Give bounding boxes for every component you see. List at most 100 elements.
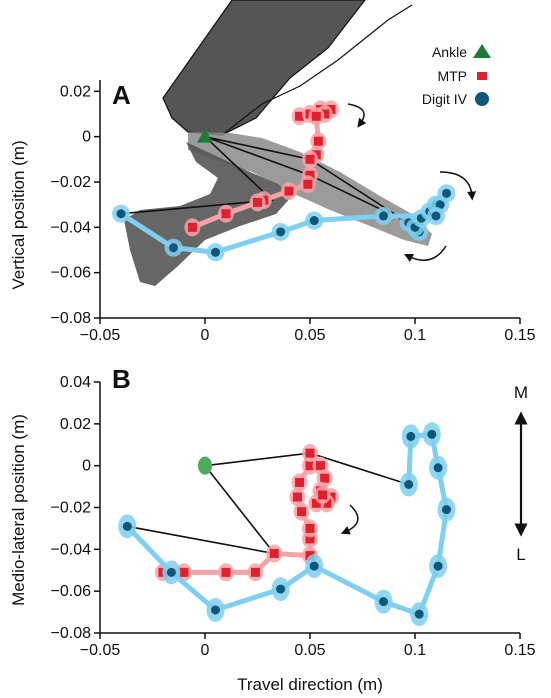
y-tick-label-a-3: −0.04: [51, 219, 92, 236]
point-mtp-b-2: [221, 567, 231, 577]
y-tick-label-b-6: −0.08: [51, 625, 92, 642]
foot-outline: [221, 4, 413, 136]
panel-b: −0.05 0 0.05 0.1 0.15 0.04 0.02 0 −0.02 −0.04 −0.0…: [9, 364, 536, 694]
point-digit-iv-b-3: [276, 584, 286, 594]
y-tick-label-a-1: 0: [82, 129, 91, 146]
point-digit-iv-b-12: [404, 479, 414, 489]
legend-label-digit: Digit IV: [422, 91, 468, 107]
axes-a: −0.05 0 0.05 0.1 0.15 0.02 0 −0.02 −0.04 −0.06 −0.…: [51, 80, 536, 344]
point-digit-iv-b-7: [433, 561, 443, 571]
direction-label-lateral: L: [516, 545, 525, 564]
point-mtp-a-13: [253, 197, 262, 207]
point-digit-iv-b-10: [427, 429, 437, 439]
stick-line-a-0: [120, 136, 275, 215]
point-digit-iv-a-11: [276, 227, 286, 237]
legend: Ankle MTP Digit IV: [422, 44, 491, 107]
x-tick-label-a-2: 0.05: [294, 327, 325, 344]
y-tick-label-b-2: 0: [82, 458, 91, 475]
y-tick-label-a-4: −0.06: [51, 265, 92, 282]
legend-ankle-marker: [473, 44, 491, 58]
point-digit-iv-b-6: [414, 609, 424, 619]
direction-label-medial: M: [514, 383, 528, 402]
point-mtp-b-19: [318, 490, 328, 500]
panel-a: −0.05 0 0.05 0.1 0.15 0.02 0 −0.02 −0.04 −0.06 −0.…: [9, 0, 536, 344]
point-digit-iv-b-4: [309, 561, 319, 571]
point-ankle-a-0: [197, 128, 213, 143]
point-mtp-a-10: [303, 179, 313, 189]
point-mtp-b-13: [316, 461, 325, 471]
point-mtp-b-6: [305, 534, 315, 544]
panel-label-a: A: [112, 80, 131, 110]
y-tick-label-a-2: −0.02: [51, 174, 92, 191]
rotation-arrow-digit-top: [439, 171, 477, 201]
point-mtp-b-9: [292, 492, 302, 502]
point-mtp-b-1: [179, 567, 189, 577]
foot-silhouette: [162, 0, 366, 136]
point-digit-iv-b-0: [122, 521, 132, 531]
y-axis-label-b: Medio-lateral position (m): [9, 414, 28, 606]
rotation-arrow-digit-bottom: [403, 245, 447, 263]
legend-mtp-marker: [477, 72, 487, 80]
point-mtp-a-8: [305, 154, 315, 164]
y-tick-label-a-5: −0.08: [51, 310, 92, 327]
point-mtp-b-7: [305, 523, 315, 533]
panel-label-b: B: [112, 364, 131, 394]
point-digit-iv-b-9: [433, 463, 443, 473]
point-mtp-b-11: [305, 461, 315, 471]
point-ankle-b-0: [198, 456, 212, 475]
point-mtp-b-14: [320, 473, 330, 483]
point-mtp-b-4: [269, 549, 279, 559]
point-mtp-a-4: [320, 109, 330, 119]
point-mtp-a-9: [305, 170, 315, 180]
point-mtp-a-6: [313, 136, 323, 146]
point-mtp-a-15: [187, 222, 197, 232]
x-tick-label-a-3: 0.1: [404, 327, 426, 344]
y-tick-label-b-4: −0.04: [51, 541, 92, 558]
x-tick-label-b-4: 0.15: [504, 642, 535, 659]
point-digit-iv-a-12: [211, 247, 220, 257]
point-mtp-b-12: [305, 448, 315, 458]
point-digit-iv-b-5: [379, 597, 388, 607]
legend-digit-marker: [475, 92, 489, 106]
rotation-arrow-mtp-b: [340, 504, 359, 535]
point-mtp-b-18: [311, 498, 321, 508]
point-digit-iv-a-10: [309, 216, 319, 226]
point-digit-iv-a-6: [435, 200, 445, 210]
x-axis-label: Travel direction (m): [237, 675, 383, 694]
plot-area-a: [112, 100, 456, 262]
legend-label-ankle: Ankle: [432, 44, 467, 60]
x-tick-label-b-1: 0: [201, 642, 210, 659]
point-mtp-a-5: [311, 111, 321, 121]
x-tick-label-a-4: 0.15: [504, 327, 535, 344]
point-mtp-a-0: [295, 111, 304, 121]
point-mtp-b-17: [322, 498, 332, 508]
point-digit-iv-a-9: [379, 211, 388, 221]
y-axis-label-a: Vertical position (m): [9, 140, 28, 289]
point-digit-iv-a-8: [431, 211, 441, 221]
point-mtp-b-3: [250, 567, 260, 577]
x-tick-label-a-1: 0: [201, 327, 210, 344]
point-digit-iv-b-2: [211, 605, 220, 615]
point-digit-iv-a-13: [169, 243, 178, 253]
point-digit-iv-a-7: [442, 188, 451, 198]
x-tick-label-a-0: −0.05: [80, 327, 121, 344]
y-tick-label-b-0: 0.04: [60, 374, 91, 391]
point-digit-iv-a-14: [116, 209, 126, 219]
point-digit-iv-b-1: [166, 567, 176, 577]
y-tick-label-b-5: −0.06: [51, 583, 92, 600]
point-digit-iv-b-8: [442, 505, 451, 515]
point-mtp-b-8: [297, 507, 307, 517]
plot-area-b: [118, 422, 456, 627]
x-tick-label-b-0: −0.05: [80, 642, 121, 659]
point-mtp-b-10: [295, 477, 304, 487]
x-tick-label-b-2: 0.05: [294, 642, 325, 659]
point-digit-iv-b-11: [406, 431, 416, 441]
x-tick-label-b-3: 0.1: [404, 642, 426, 659]
point-mtp-a-11: [284, 186, 294, 196]
axes-b: −0.05 0 0.05 0.1 0.15 0.04 0.02 0 −0.02 −0.04 −0.0…: [51, 374, 536, 659]
stick-line-b-0: [127, 465, 277, 555]
y-tick-label-b-1: 0.02: [60, 416, 91, 433]
rotation-arrow-mtp: [347, 103, 367, 128]
legend-label-mtp: MTP: [437, 68, 467, 84]
